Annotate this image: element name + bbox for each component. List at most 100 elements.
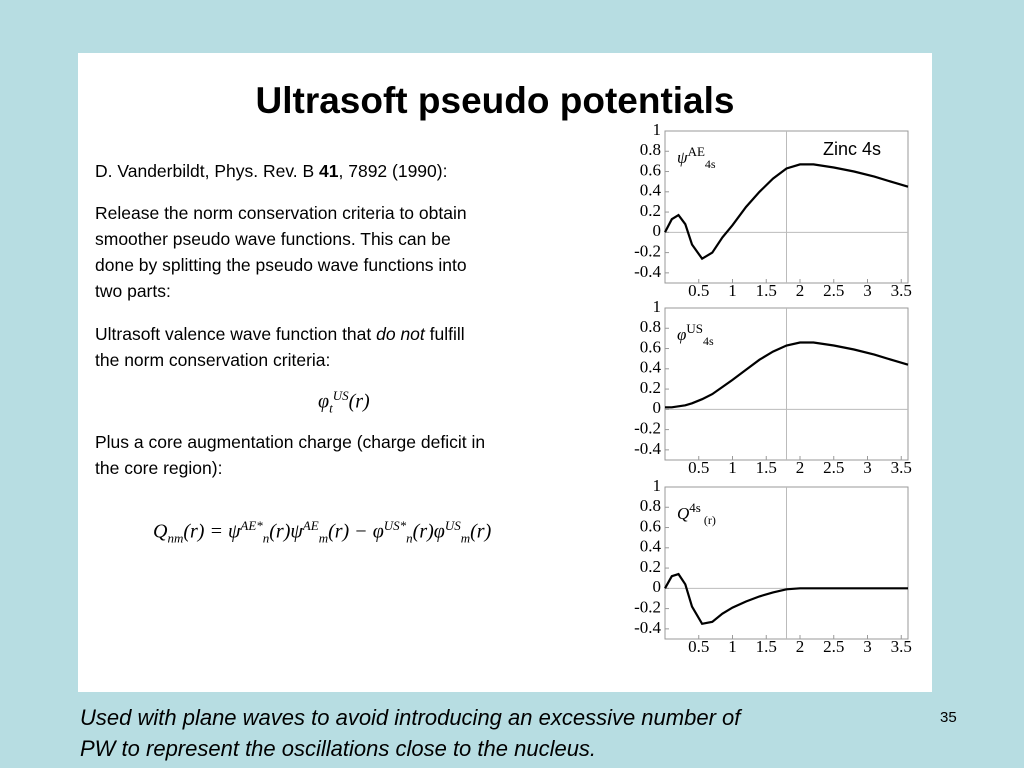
formula: φtUS(r)	[318, 388, 370, 417]
y-tick-label: 0.8	[640, 317, 661, 336]
x-tick-label: 1.5	[756, 281, 777, 300]
x-tick-label: 1	[728, 458, 737, 477]
footer-line: PW to represent the oscillations close t…	[80, 736, 597, 761]
reference-text: , 7892 (1990):	[338, 161, 448, 181]
paragraph: Release the norm conservation criteria t…	[95, 200, 467, 304]
reference-volume: 41	[319, 161, 339, 181]
x-tick-label: 2.5	[823, 458, 844, 477]
emphasis: do not	[376, 324, 425, 344]
curve-label: φUS4s	[677, 321, 714, 348]
y-tick-label: 0	[653, 221, 662, 240]
symbol: ψ	[227, 520, 241, 543]
superscript: 4s	[689, 500, 701, 515]
x-tick-label: 1.5	[756, 637, 777, 656]
y-tick-label: -0.4	[634, 439, 661, 458]
symbol: φ	[677, 325, 686, 344]
symbol: φ	[372, 520, 384, 543]
footer-line: Used with plane waves to avoid introduci…	[80, 705, 741, 730]
curve	[664, 163, 909, 261]
subscript: 4s	[705, 157, 716, 171]
x-tick-label: 1	[728, 281, 737, 300]
symbol: (r) =	[183, 520, 228, 543]
symbol: Q	[153, 520, 168, 543]
x-tick-label: 2	[796, 281, 805, 300]
symbol: (r)	[412, 520, 434, 543]
x-tick-label: 2	[796, 637, 805, 656]
y-tick-label: 0.6	[640, 337, 661, 356]
superscript: US	[686, 321, 703, 336]
symbol: ψ	[677, 148, 688, 167]
superscript: US	[332, 388, 349, 403]
y-tick-label: 1	[653, 120, 662, 139]
x-tick-label: 3	[863, 281, 872, 300]
y-tick-label: 0.2	[640, 201, 661, 220]
x-tick-label: 2	[796, 458, 805, 477]
y-tick-label: 1	[653, 476, 662, 495]
slide-panel	[78, 53, 932, 692]
superscript: AE	[240, 518, 257, 533]
x-tick-label: 3	[863, 458, 872, 477]
x-tick-label: 3.5	[891, 281, 912, 300]
x-tick-label: 2.5	[823, 637, 844, 656]
x-tick-label: 1.5	[756, 458, 777, 477]
symbol: (r)	[269, 520, 291, 543]
curve	[664, 572, 908, 626]
superscript: *	[256, 518, 263, 533]
y-tick-label: 0.2	[640, 557, 661, 576]
subscript: 4s	[703, 334, 714, 348]
curve	[665, 341, 909, 409]
symbol: (r) −	[328, 520, 373, 543]
paragraph: Ultrasoft valence wave function that do …	[95, 321, 465, 373]
text-line: the norm conservation criteria:	[95, 350, 331, 370]
y-tick-label: -0.2	[634, 242, 661, 261]
x-tick-label: 2.5	[823, 281, 844, 300]
footer: Used with plane waves to avoid introduci…	[80, 702, 740, 764]
x-tick-label: 3.5	[891, 458, 912, 477]
superscript: US	[444, 518, 461, 533]
y-tick-label: 0	[653, 398, 662, 417]
superscript: AE	[302, 518, 319, 533]
y-tick-label: -0.2	[634, 598, 661, 617]
text-line: done by splitting the pseudo wave functi…	[95, 255, 467, 275]
y-tick-label: 0.6	[640, 160, 661, 179]
x-tick-label: 3	[863, 637, 872, 656]
subscript: n	[406, 530, 413, 546]
y-tick-label: 0.2	[640, 378, 661, 397]
subscript: nm	[167, 530, 184, 546]
text: Ultrasoft valence wave function that	[95, 324, 377, 344]
text-line: Plus a core augmentation charge (charge …	[95, 432, 486, 452]
formula: Qnm(r) = ψAE*n(r)ψAEm(r) − φUS*n(r)φUSm(…	[153, 518, 491, 547]
x-tick-label: 1	[728, 637, 737, 656]
text: fulfill	[424, 324, 465, 344]
subscript: n	[262, 530, 270, 546]
text-line: smoother pseudo wave functions. This can…	[95, 229, 451, 249]
superscript: *	[399, 518, 407, 533]
curve-label: ψAE4s	[677, 144, 716, 171]
subscript: (r)	[701, 513, 716, 527]
y-tick-label: 0.4	[640, 358, 662, 377]
y-tick-label: -0.2	[634, 419, 661, 438]
symbol: φ	[433, 520, 445, 543]
y-tick-label: 0.8	[640, 496, 661, 515]
superscript: AE	[688, 144, 705, 159]
symbol: φ	[318, 390, 330, 413]
y-tick-label: 0	[653, 577, 662, 596]
slide-title: Ultrasoft pseudo potentials	[255, 80, 735, 121]
y-tick-label: -0.4	[634, 618, 661, 637]
superscript: US	[383, 518, 400, 533]
x-tick-label: 3.5	[891, 637, 912, 656]
reference-text: D. Vanderbildt, Phys. Rev. B	[95, 161, 320, 181]
symbol: (r)	[470, 520, 492, 543]
subscript: m	[460, 530, 471, 546]
reference: D. Vanderbildt, Phys. Rev. B 41, 7892 (1…	[95, 158, 447, 184]
y-tick-label: 1	[653, 297, 662, 316]
y-tick-label: 0.8	[640, 140, 661, 159]
x-tick-label: 0.5	[688, 458, 709, 477]
text-line: Release the norm conservation criteria t…	[95, 203, 467, 223]
y-tick-label: -0.4	[634, 262, 661, 281]
text-line: the core region):	[95, 458, 223, 478]
y-tick-label: 0.6	[640, 516, 661, 535]
symbol: Q	[677, 504, 689, 523]
